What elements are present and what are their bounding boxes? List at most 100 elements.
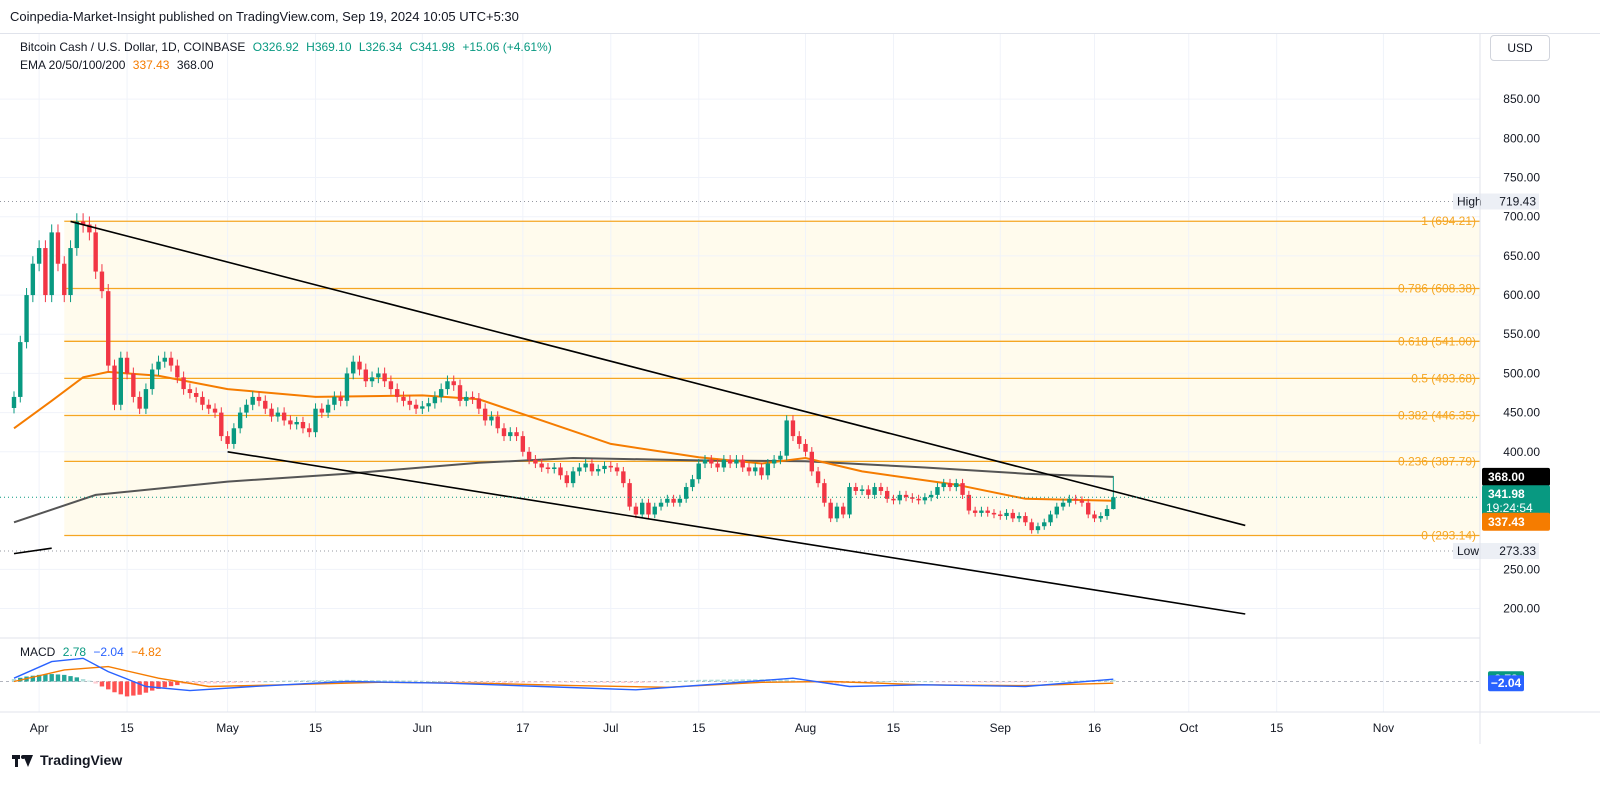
candle-body (696, 463, 701, 480)
price-tick-label: 500.00 (1503, 366, 1540, 380)
price-chart[interactable]: 1 (694.21) 0.786 (608.38) 0.618 (541.00) 0.… (0, 34, 1600, 744)
macd-histogram-bar (922, 681, 928, 683)
trendline (13, 547, 52, 555)
candle (828, 498, 833, 523)
grid (0, 34, 1480, 712)
candle (80, 213, 86, 233)
macd-histogram-bar (420, 680, 425, 682)
candle (809, 447, 815, 476)
macd-histogram-bar (577, 681, 582, 683)
candle-body (156, 361, 161, 370)
currency-button[interactable]: USD (1490, 35, 1550, 61)
macd-label: MACD (20, 645, 56, 659)
candle-body (150, 369, 155, 390)
candle (583, 459, 588, 472)
macd-histogram-bar (93, 681, 98, 684)
price-tag (1482, 467, 1550, 486)
candle (244, 399, 249, 418)
candle-body (677, 498, 683, 503)
price-tick-label: 450.00 (1503, 406, 1540, 420)
candle-body (445, 381, 450, 390)
candle-body (401, 396, 406, 401)
candle-body (947, 483, 953, 488)
candle-body (432, 396, 438, 404)
candle-body (690, 479, 695, 488)
candle (803, 439, 808, 457)
candle-body (822, 483, 827, 503)
candle (457, 379, 463, 407)
candle-body (589, 463, 595, 472)
candle (910, 493, 915, 503)
macd-histogram-bar (156, 681, 161, 689)
macd-histogram-bar (401, 680, 406, 682)
macd-histogram-bar (690, 680, 695, 682)
candle-body (181, 377, 186, 390)
macd-histogram-bar (734, 679, 739, 682)
candle (727, 455, 733, 469)
candle-body (941, 483, 946, 488)
candle-body (765, 463, 771, 476)
candle (1042, 518, 1047, 530)
candle-body (872, 487, 877, 495)
macd-histogram-bar (998, 681, 1003, 683)
candle (602, 461, 607, 474)
candle-body (891, 498, 896, 501)
macd-histogram-bar (621, 681, 626, 684)
macd-histogram-bar (639, 681, 645, 683)
macd-histogram-bar (627, 681, 632, 684)
candle-body (878, 487, 884, 491)
candle-body (570, 471, 576, 484)
candle-body (30, 263, 36, 296)
time-tick-label: 15 (309, 721, 323, 735)
candle (621, 466, 626, 488)
macd-tag (1488, 675, 1524, 692)
trendline (227, 450, 1246, 615)
macd-histogram-bar (596, 681, 601, 683)
macd-histogram-bar (225, 681, 230, 684)
candle (55, 224, 61, 272)
candle-body (464, 396, 469, 401)
candle-body (93, 232, 98, 272)
candle-body (683, 487, 689, 499)
candle-body (143, 389, 149, 409)
macd-histogram-bar (872, 681, 877, 683)
macd-histogram-bar (884, 681, 890, 682)
candle-body (376, 373, 381, 378)
macd-histogram-bar (709, 679, 714, 682)
trendline (70, 220, 1246, 527)
candle-body (74, 221, 80, 249)
candle (784, 415, 789, 461)
candle (683, 482, 689, 503)
tradingview-brand: TradingView (12, 752, 122, 768)
candle-body (294, 422, 299, 425)
candle-body (332, 396, 337, 405)
candle-body (1054, 506, 1060, 515)
macd-histogram-bar (1035, 681, 1041, 683)
macd-histogram-bar (49, 674, 54, 682)
candle-body (828, 502, 833, 519)
candle (263, 395, 268, 415)
candle (878, 482, 884, 496)
candle-body (451, 381, 456, 386)
candle-body (11, 396, 17, 408)
price-tick-label: 600.00 (1503, 288, 1540, 302)
candle (665, 494, 670, 507)
price-tick-label: 750.00 (1503, 171, 1540, 185)
fib-label: 0.382 (446.35) (1398, 408, 1476, 422)
price-tag (1482, 485, 1550, 518)
candle-body (1016, 516, 1022, 519)
candle-body (809, 451, 815, 472)
candle (1098, 512, 1103, 523)
macd-histogram-bar (1073, 680, 1078, 682)
macd-histogram-bar (231, 681, 237, 683)
macd-histogram-bar (740, 679, 745, 682)
candle (652, 502, 657, 519)
candle (677, 494, 683, 507)
candle (294, 416, 299, 430)
candle-body (1004, 512, 1009, 517)
macd-histogram-bar (1048, 681, 1053, 683)
candle-body (106, 291, 111, 366)
candle-body (884, 490, 890, 499)
candle-body (357, 361, 362, 370)
candle (495, 411, 500, 434)
